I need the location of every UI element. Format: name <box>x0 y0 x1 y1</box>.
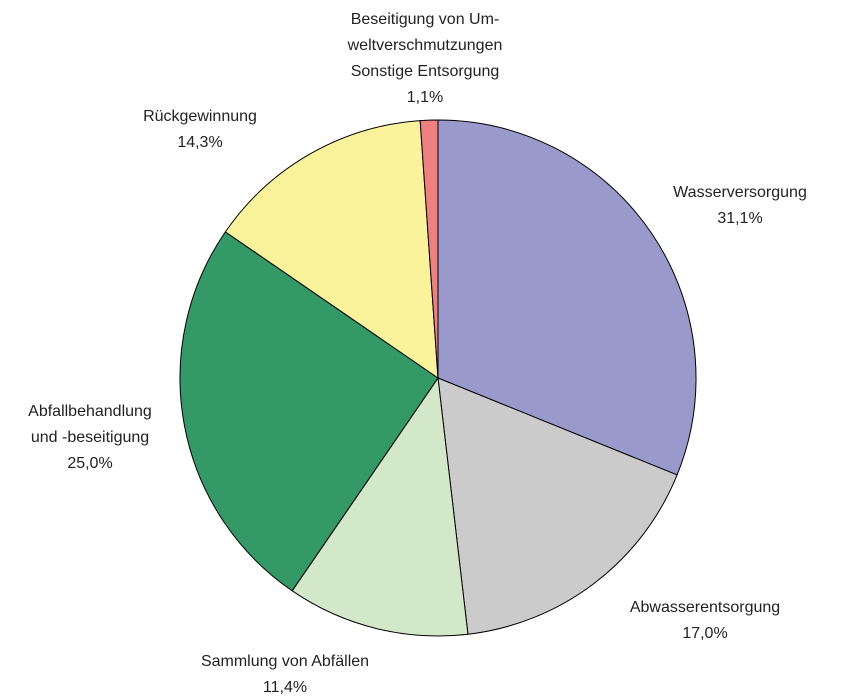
pie-slice <box>224 120 439 379</box>
slice-value-label: 17,0% <box>682 625 727 642</box>
slice-label: Sammlung von Abfällen <box>201 653 369 670</box>
slice-label: weltverschmutzungen <box>347 37 503 54</box>
slice-value-label: 1,1% <box>407 89 443 106</box>
slice-label: Abwasserentsorgung <box>630 599 780 616</box>
slice-label: Rückgewinnung <box>143 108 257 125</box>
slice-value-label: 11,4% <box>263 679 307 696</box>
slice-label: und -beseitigung <box>31 429 149 446</box>
slice-value-label: 25,0% <box>67 455 112 472</box>
slice-label: Beseitigung von Um- <box>351 11 500 28</box>
pie-slice <box>179 231 439 592</box>
slice-label: Abfallbehandlung <box>28 403 152 420</box>
slice-label: Wasserversorgung <box>673 184 807 201</box>
slice-value-label: 14,3% <box>177 134 222 151</box>
slice-label: Sonstige Entsorgung <box>351 63 500 80</box>
slice-value-label: 31,1% <box>717 210 762 227</box>
pie-slice <box>437 377 678 635</box>
pie-slice <box>419 119 439 379</box>
pie-slice <box>437 119 697 476</box>
pie-slice <box>291 376 469 637</box>
